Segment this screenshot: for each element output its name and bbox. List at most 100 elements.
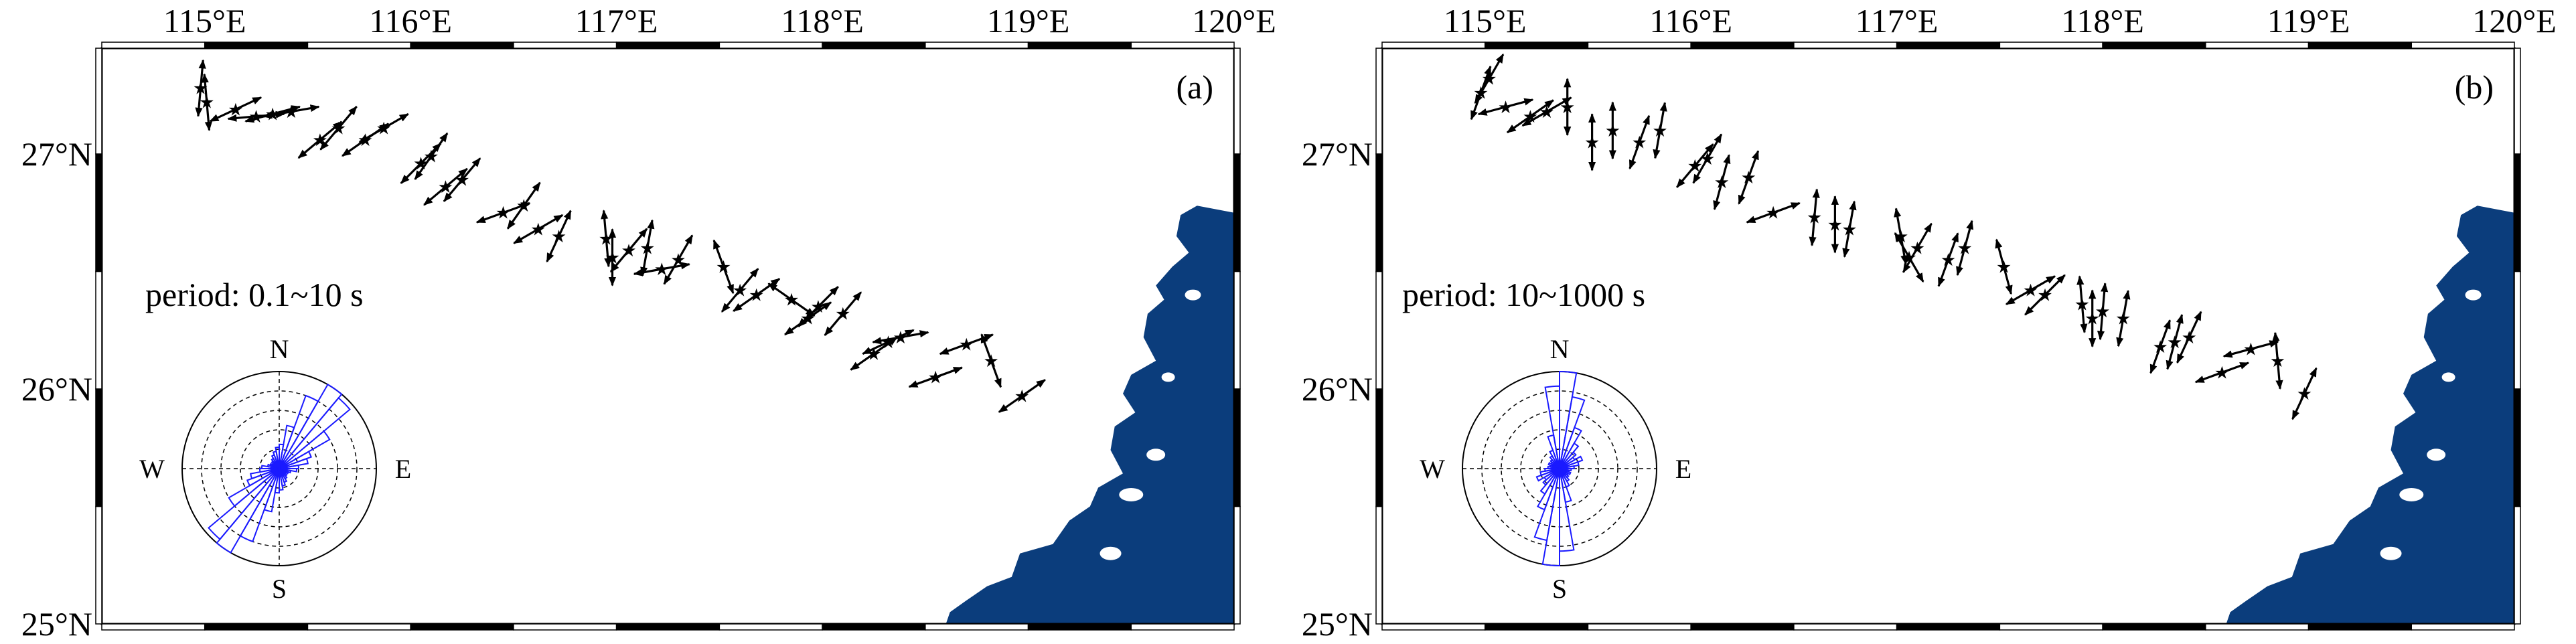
station-marker: ★ [423,147,439,166]
station-marker: ★ [1941,250,1956,270]
station-marker: ★ [1539,102,1554,122]
frame-band-segment [1897,42,2000,48]
station-marker: ★ [2037,286,2052,305]
frame-band-segment [2206,624,2309,630]
frame-band-segment [2103,42,2206,48]
x-tick-label: 118°E [2061,2,2144,39]
frame-band-segment [1234,271,1240,389]
frame-band-segment [2103,624,2206,630]
station-marker: ★ [1014,387,1030,406]
frame-band-segment [1376,271,1382,389]
frame-band-segment [1376,154,1382,272]
station-marker: ★ [551,227,566,246]
station-marker: ★ [732,281,747,301]
y-tick-label: 26°N [21,370,92,408]
x-tick-label: 116°E [369,2,452,39]
station-marker: ★ [1996,257,2012,276]
frame-band-segment [1485,624,1588,630]
station-marker: ★ [2095,302,2110,321]
frame-band-segment [719,42,822,48]
station-marker: ★ [2115,309,2131,329]
island-gap [1146,449,1165,461]
frame-band-segment [1999,624,2103,630]
frame-band-segment [1376,506,1382,624]
frame-band-segment [1376,389,1382,507]
station-marker: ★ [1910,238,1925,258]
x-tick-label: 119°E [987,2,1070,39]
panel-a-x-tick-labels: 115°E 116°E 117°E 118°E 119°E 120°E [163,2,1276,39]
station-marker: ★ [835,305,850,324]
x-tick-label: 115°E [1444,2,1527,39]
station-marker: ★ [1632,133,1647,152]
frame-band-segment [1131,624,1234,630]
x-tick-label: 120°E [2472,2,2557,39]
frame-band-segment [2514,154,2520,272]
x-tick-label: 117°E [1855,2,1939,39]
station-marker: ★ [2270,351,2285,371]
station-marker: ★ [893,328,908,347]
frame-band-segment [617,624,720,630]
island-gap [2380,547,2402,560]
frame-band-segment [1234,506,1240,624]
station-marker: ★ [283,102,299,122]
station-marker: ★ [331,118,346,138]
station-marker: ★ [1714,173,1730,192]
frame-band-segment [2514,389,2520,507]
station-marker: ★ [1605,121,1620,141]
island-gap [1100,547,1122,560]
frame-band-segment [307,42,410,48]
panel-a-y-tick-labels: 25°N 26°N 27°N [21,135,92,643]
station-marker: ★ [2243,339,2259,359]
island-gap [1119,488,1143,501]
frame-band-segment [822,624,925,630]
station-marker: ★ [1827,215,1843,234]
island-gap [2466,290,2482,301]
station-marker: ★ [639,238,655,258]
x-tick-label: 119°E [2267,2,2350,39]
station-marker: ★ [2214,363,2230,382]
station-marker: ★ [1807,208,1822,228]
station-marker: ★ [2167,333,2182,352]
station-marker: ★ [530,220,546,239]
station-marker: ★ [1584,133,1600,152]
x-tick-label: 115°E [163,2,246,39]
station-marker: ★ [1498,98,1513,117]
rose-label-south: S [1552,574,1567,604]
x-tick-label: 118°E [781,2,864,39]
island-gap [2399,488,2423,501]
rose-label-north: N [270,334,289,364]
frame-band-segment [307,624,410,630]
frame-band-segment [2514,271,2520,389]
panel-label: (b) [2455,68,2494,106]
y-tick-label: 27°N [21,135,92,173]
frame-band-segment [1794,42,1897,48]
frame-band-segment [1794,624,1897,630]
frame-band-segment [96,271,102,389]
frame-band-segment [925,624,1029,630]
frame-band-segment [96,48,102,154]
frame-band-segment [96,154,102,272]
station-marker: ★ [1957,238,1972,258]
frame-band-segment [1897,624,2000,630]
y-tick-label: 27°N [1302,135,1373,173]
station-marker: ★ [358,131,373,150]
frame-band-segment [96,389,102,507]
station-marker: ★ [716,257,731,276]
station-marker: ★ [454,171,469,190]
frame-band-segment [1131,42,1234,48]
frame-band-segment [2411,624,2514,630]
station-marker: ★ [1766,204,1781,223]
panel-b-y-tick-labels: 25°N 26°N 27°N [1302,135,1373,643]
rose-label-west: W [139,454,165,484]
frame-band-segment [2309,42,2412,48]
panel-a-map: 115°E 116°E 117°E 118°E 119°E 120°E 25°N… [21,2,1276,643]
station-marker: ★ [928,368,943,387]
station-marker: ★ [1841,220,1857,239]
frame-band-segment [2309,624,2412,630]
frame-band-segment [1588,624,1691,630]
figure: 115°E 116°E 117°E 118°E 119°E 120°E 25°N… [0,0,2576,644]
station-marker: ★ [228,100,243,119]
station-marker: ★ [621,241,636,260]
frame-band-segment [2411,42,2514,48]
frame-band-segment [1376,48,1382,154]
